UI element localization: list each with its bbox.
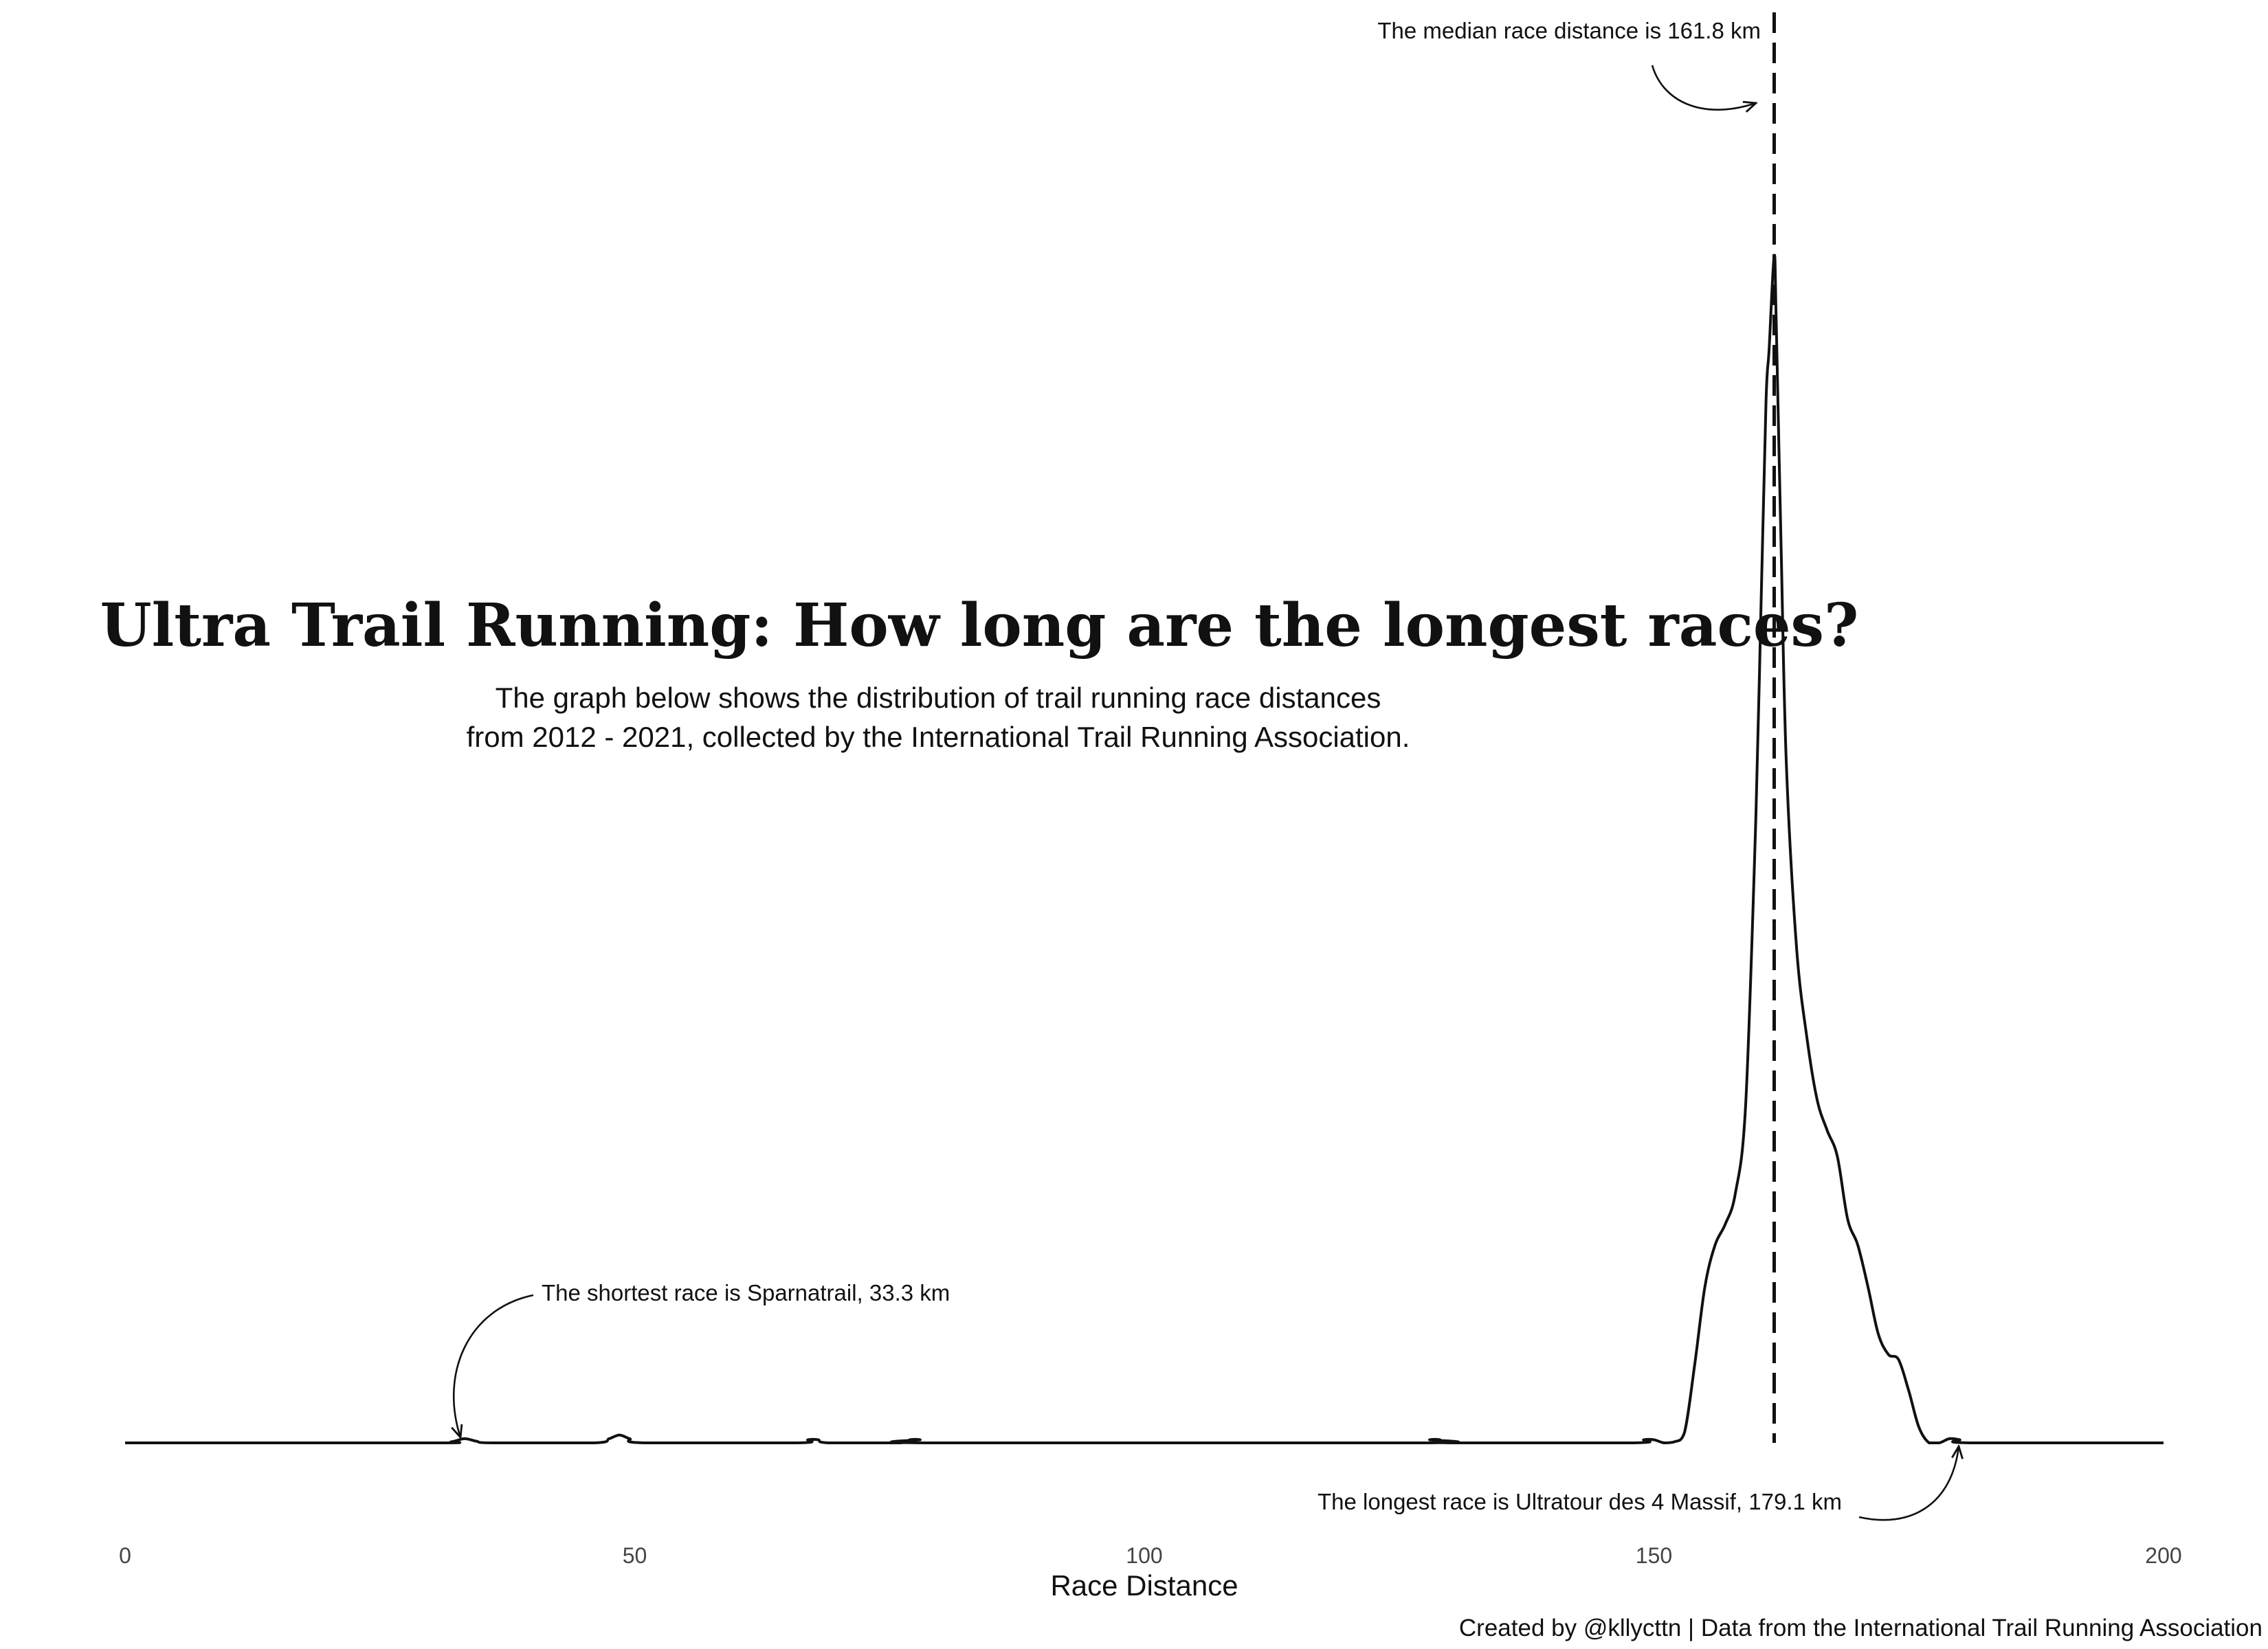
x-axis-label: Race Distance [1050,1569,1238,1602]
x-tick-label: 200 [2145,1543,2181,1568]
chart-title: Ultra Trail Running: How long are the lo… [100,591,1859,660]
x-tick-label: 0 [119,1543,131,1568]
shortest-annotation-arrow [454,1294,534,1437]
x-tick-label: 150 [1636,1543,1672,1568]
median-annotation: The median race distance is 161.8 km [1377,18,1761,43]
density-curve [125,254,2164,1445]
chart-subtitle-line-2: from 2012 - 2021, collected by the Inter… [467,721,1410,753]
x-tick-label: 100 [1126,1543,1162,1568]
shortest-annotation: The shortest race is Sparnatrail, 33.3 k… [542,1280,950,1305]
plot-area: 0 50 100 150 200 [119,12,2182,1568]
longest-annotation: The longest race is Ultratour des 4 Mass… [1318,1489,1842,1514]
chart-subtitle-line-1: The graph below shows the distribution o… [496,682,1381,714]
longest-annotation-arrow [1858,1446,1959,1521]
median-annotation-arrow [1651,65,1756,110]
x-tick-label: 50 [623,1543,647,1568]
chart-caption: Created by @kllycttn | Data from the Int… [1459,1615,2263,1641]
